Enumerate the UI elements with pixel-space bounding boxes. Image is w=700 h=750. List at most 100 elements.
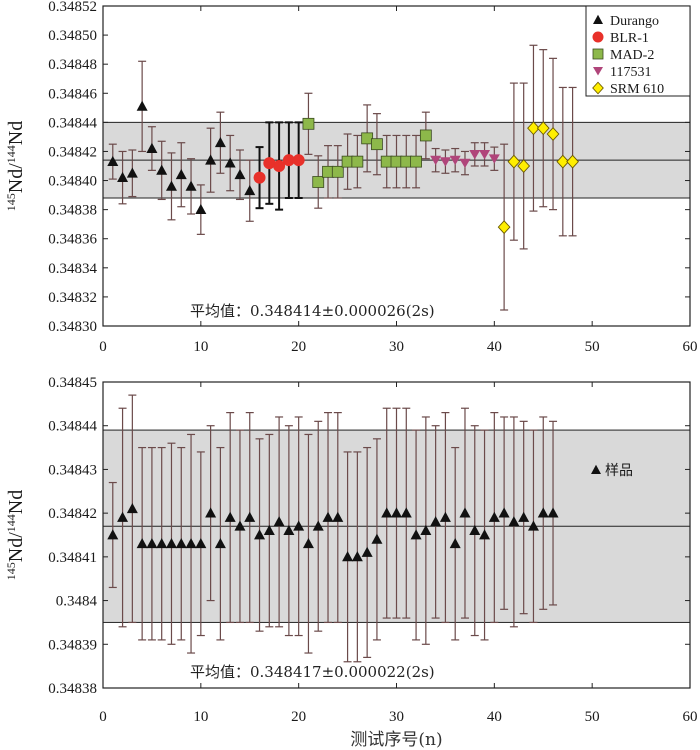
data-point — [351, 155, 364, 168]
data-point — [371, 138, 383, 151]
data-point — [332, 511, 344, 522]
series-BLR-1 — [253, 121, 305, 211]
data-point — [293, 520, 305, 531]
x-tick-label: 40 — [487, 709, 502, 725]
y-tick-label: 0.34845 — [48, 375, 97, 391]
data-point — [547, 507, 559, 518]
data-point — [546, 127, 560, 141]
data-point — [479, 149, 491, 160]
data-point — [449, 155, 461, 166]
data-point — [185, 537, 197, 549]
data-point — [479, 529, 491, 540]
x-tick-label: 50 — [585, 709, 600, 725]
legend-label: BLR-1 — [610, 31, 649, 46]
data-point — [165, 180, 177, 191]
data-point — [205, 507, 217, 518]
data-point — [361, 132, 374, 145]
chart-panel-bottom: 0.34838 0.34839 0.3484 0.34841 0.34842 0.3484… — [4, 375, 698, 750]
y-tick-label: 0.34844 — [48, 115, 97, 131]
legend: Durango BLR-1 MAD-2 117531 SRM 610 — [585, 5, 691, 97]
data-point — [419, 129, 432, 142]
data-point — [507, 154, 521, 169]
legend-label: 样品 — [605, 463, 633, 479]
x-tick-label: 20 — [291, 709, 306, 725]
data-point — [459, 507, 471, 518]
data-point — [126, 502, 138, 514]
data-point — [254, 529, 266, 540]
data-point — [107, 155, 119, 167]
y-tick-label: 0.34842 — [48, 144, 97, 160]
data-point — [449, 537, 461, 549]
y-tick-label: 0.34844 — [48, 419, 97, 435]
x-axis-label: 测试序号(n) — [350, 730, 442, 750]
legend-label: SRM 610 — [610, 82, 664, 97]
data-point — [214, 136, 226, 148]
mean-annotation: 平均值：0.348417±0.000022(2s) — [190, 663, 435, 681]
x-tick-label: 10 — [193, 709, 208, 725]
data-point — [517, 159, 531, 173]
data-point — [146, 142, 158, 153]
data-point — [244, 184, 256, 196]
data-point — [234, 520, 246, 531]
x-tick-label: 0 — [99, 339, 107, 355]
data-point — [439, 157, 451, 167]
data-point — [430, 155, 442, 166]
data-point — [322, 165, 334, 178]
legend-marker — [593, 67, 603, 76]
y-tick-label: 0.34832 — [48, 290, 97, 306]
data-point — [292, 154, 305, 167]
data-point — [136, 100, 148, 111]
y-axis-label: 145Nd/144Nd — [4, 121, 27, 211]
y-tick-label: 0.34838 — [48, 681, 97, 697]
data-point — [400, 155, 413, 168]
data-point — [497, 220, 511, 235]
data-point — [175, 168, 187, 180]
data-point — [302, 537, 314, 549]
x-tick-label: 10 — [193, 339, 208, 355]
legend: 样品 — [591, 463, 633, 479]
data-point — [536, 121, 550, 136]
data-point — [156, 537, 168, 549]
series-117531 — [430, 142, 500, 176]
series-样品 — [107, 394, 559, 663]
data-point — [508, 516, 520, 527]
data-point — [126, 167, 138, 178]
data-point — [146, 537, 158, 549]
x-tick-label: 0 — [99, 709, 107, 725]
data-point — [234, 168, 246, 180]
data-point — [518, 511, 530, 522]
y-tick-label: 0.34841 — [48, 550, 97, 566]
x-tick-label: 30 — [389, 709, 404, 725]
y-axis-label: 145Nd/144Nd — [4, 490, 27, 580]
data-point — [527, 121, 540, 136]
data-point — [195, 537, 207, 549]
data-point — [469, 149, 481, 160]
x-tick-label: 60 — [683, 709, 698, 725]
y-tick-label: 0.34839 — [48, 637, 97, 653]
data-point — [361, 546, 373, 557]
y-tick-label: 0.34836 — [48, 232, 97, 248]
data-point — [331, 165, 344, 178]
data-point — [253, 171, 266, 184]
data-point — [341, 155, 354, 168]
data-point — [107, 529, 119, 540]
data-point — [469, 524, 481, 536]
series-Durango — [107, 60, 256, 235]
data-point — [390, 155, 403, 168]
y-tick-label: 0.34838 — [48, 203, 97, 219]
legend-label: Durango — [610, 14, 659, 29]
y-tick-label: 0.34840 — [48, 174, 97, 190]
data-point — [566, 154, 579, 169]
data-point — [244, 511, 256, 522]
data-point — [205, 154, 217, 165]
data-point — [117, 511, 129, 522]
data-point — [391, 507, 402, 518]
data-point — [263, 157, 276, 170]
data-point — [381, 507, 393, 518]
data-point — [273, 160, 286, 172]
data-point — [283, 524, 295, 536]
x-tick-label: 40 — [487, 339, 502, 355]
data-point — [400, 507, 412, 518]
data-point — [224, 157, 236, 168]
